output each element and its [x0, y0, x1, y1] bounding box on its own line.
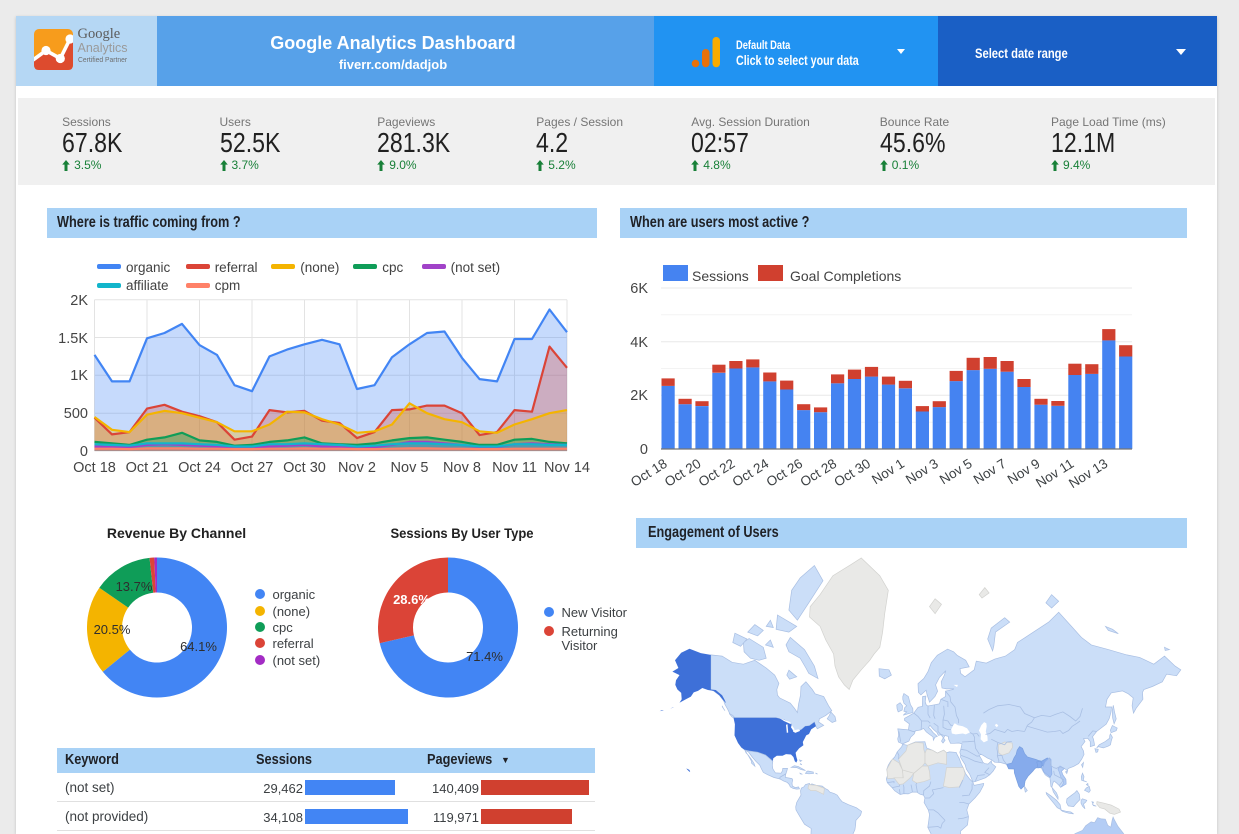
svg-text:4K: 4K [630, 335, 648, 351]
svg-text:Nov 5: Nov 5 [391, 460, 429, 476]
svg-text:Oct 26: Oct 26 [764, 456, 806, 490]
svg-text:Nov 5: Nov 5 [937, 456, 975, 487]
svg-text:Oct 21: Oct 21 [126, 460, 169, 476]
svg-text:Oct 22: Oct 22 [696, 456, 738, 490]
svg-text:Oct 18: Oct 18 [628, 456, 670, 490]
svg-text:Nov 13: Nov 13 [1066, 456, 1110, 491]
svg-text:28.6%: 28.6% [393, 592, 430, 607]
svg-text:6K: 6K [630, 281, 648, 297]
svg-text:Oct 24: Oct 24 [178, 460, 221, 476]
svg-text:Oct 30: Oct 30 [831, 456, 873, 490]
svg-text:Nov 2: Nov 2 [338, 460, 376, 476]
svg-text:500: 500 [64, 406, 88, 422]
svg-text:2K: 2K [70, 293, 88, 309]
svg-text:Nov 14: Nov 14 [544, 460, 590, 476]
svg-text:Nov 3: Nov 3 [903, 456, 941, 487]
svg-text:1K: 1K [70, 368, 88, 384]
svg-text:1.5K: 1.5K [58, 331, 88, 347]
svg-text:64.1%: 64.1% [180, 639, 217, 654]
svg-text:Oct 24: Oct 24 [730, 456, 772, 490]
svg-text:Oct 28: Oct 28 [798, 456, 840, 490]
svg-text:Nov 11: Nov 11 [492, 460, 537, 476]
svg-text:13.7%: 13.7% [116, 579, 153, 594]
svg-text:0: 0 [80, 444, 88, 460]
svg-text:0: 0 [640, 442, 648, 458]
svg-text:Oct 27: Oct 27 [231, 460, 274, 476]
svg-text:Oct 20: Oct 20 [662, 456, 704, 490]
svg-text:20.5%: 20.5% [94, 622, 131, 637]
svg-text:Nov 7: Nov 7 [971, 456, 1009, 487]
svg-text:Oct 30: Oct 30 [283, 460, 326, 476]
svg-text:71.4%: 71.4% [466, 649, 503, 664]
svg-text:Oct 18: Oct 18 [73, 460, 116, 476]
svg-text:Nov 8: Nov 8 [443, 460, 481, 476]
svg-text:Nov 1: Nov 1 [869, 456, 907, 487]
svg-text:2K: 2K [630, 388, 648, 404]
